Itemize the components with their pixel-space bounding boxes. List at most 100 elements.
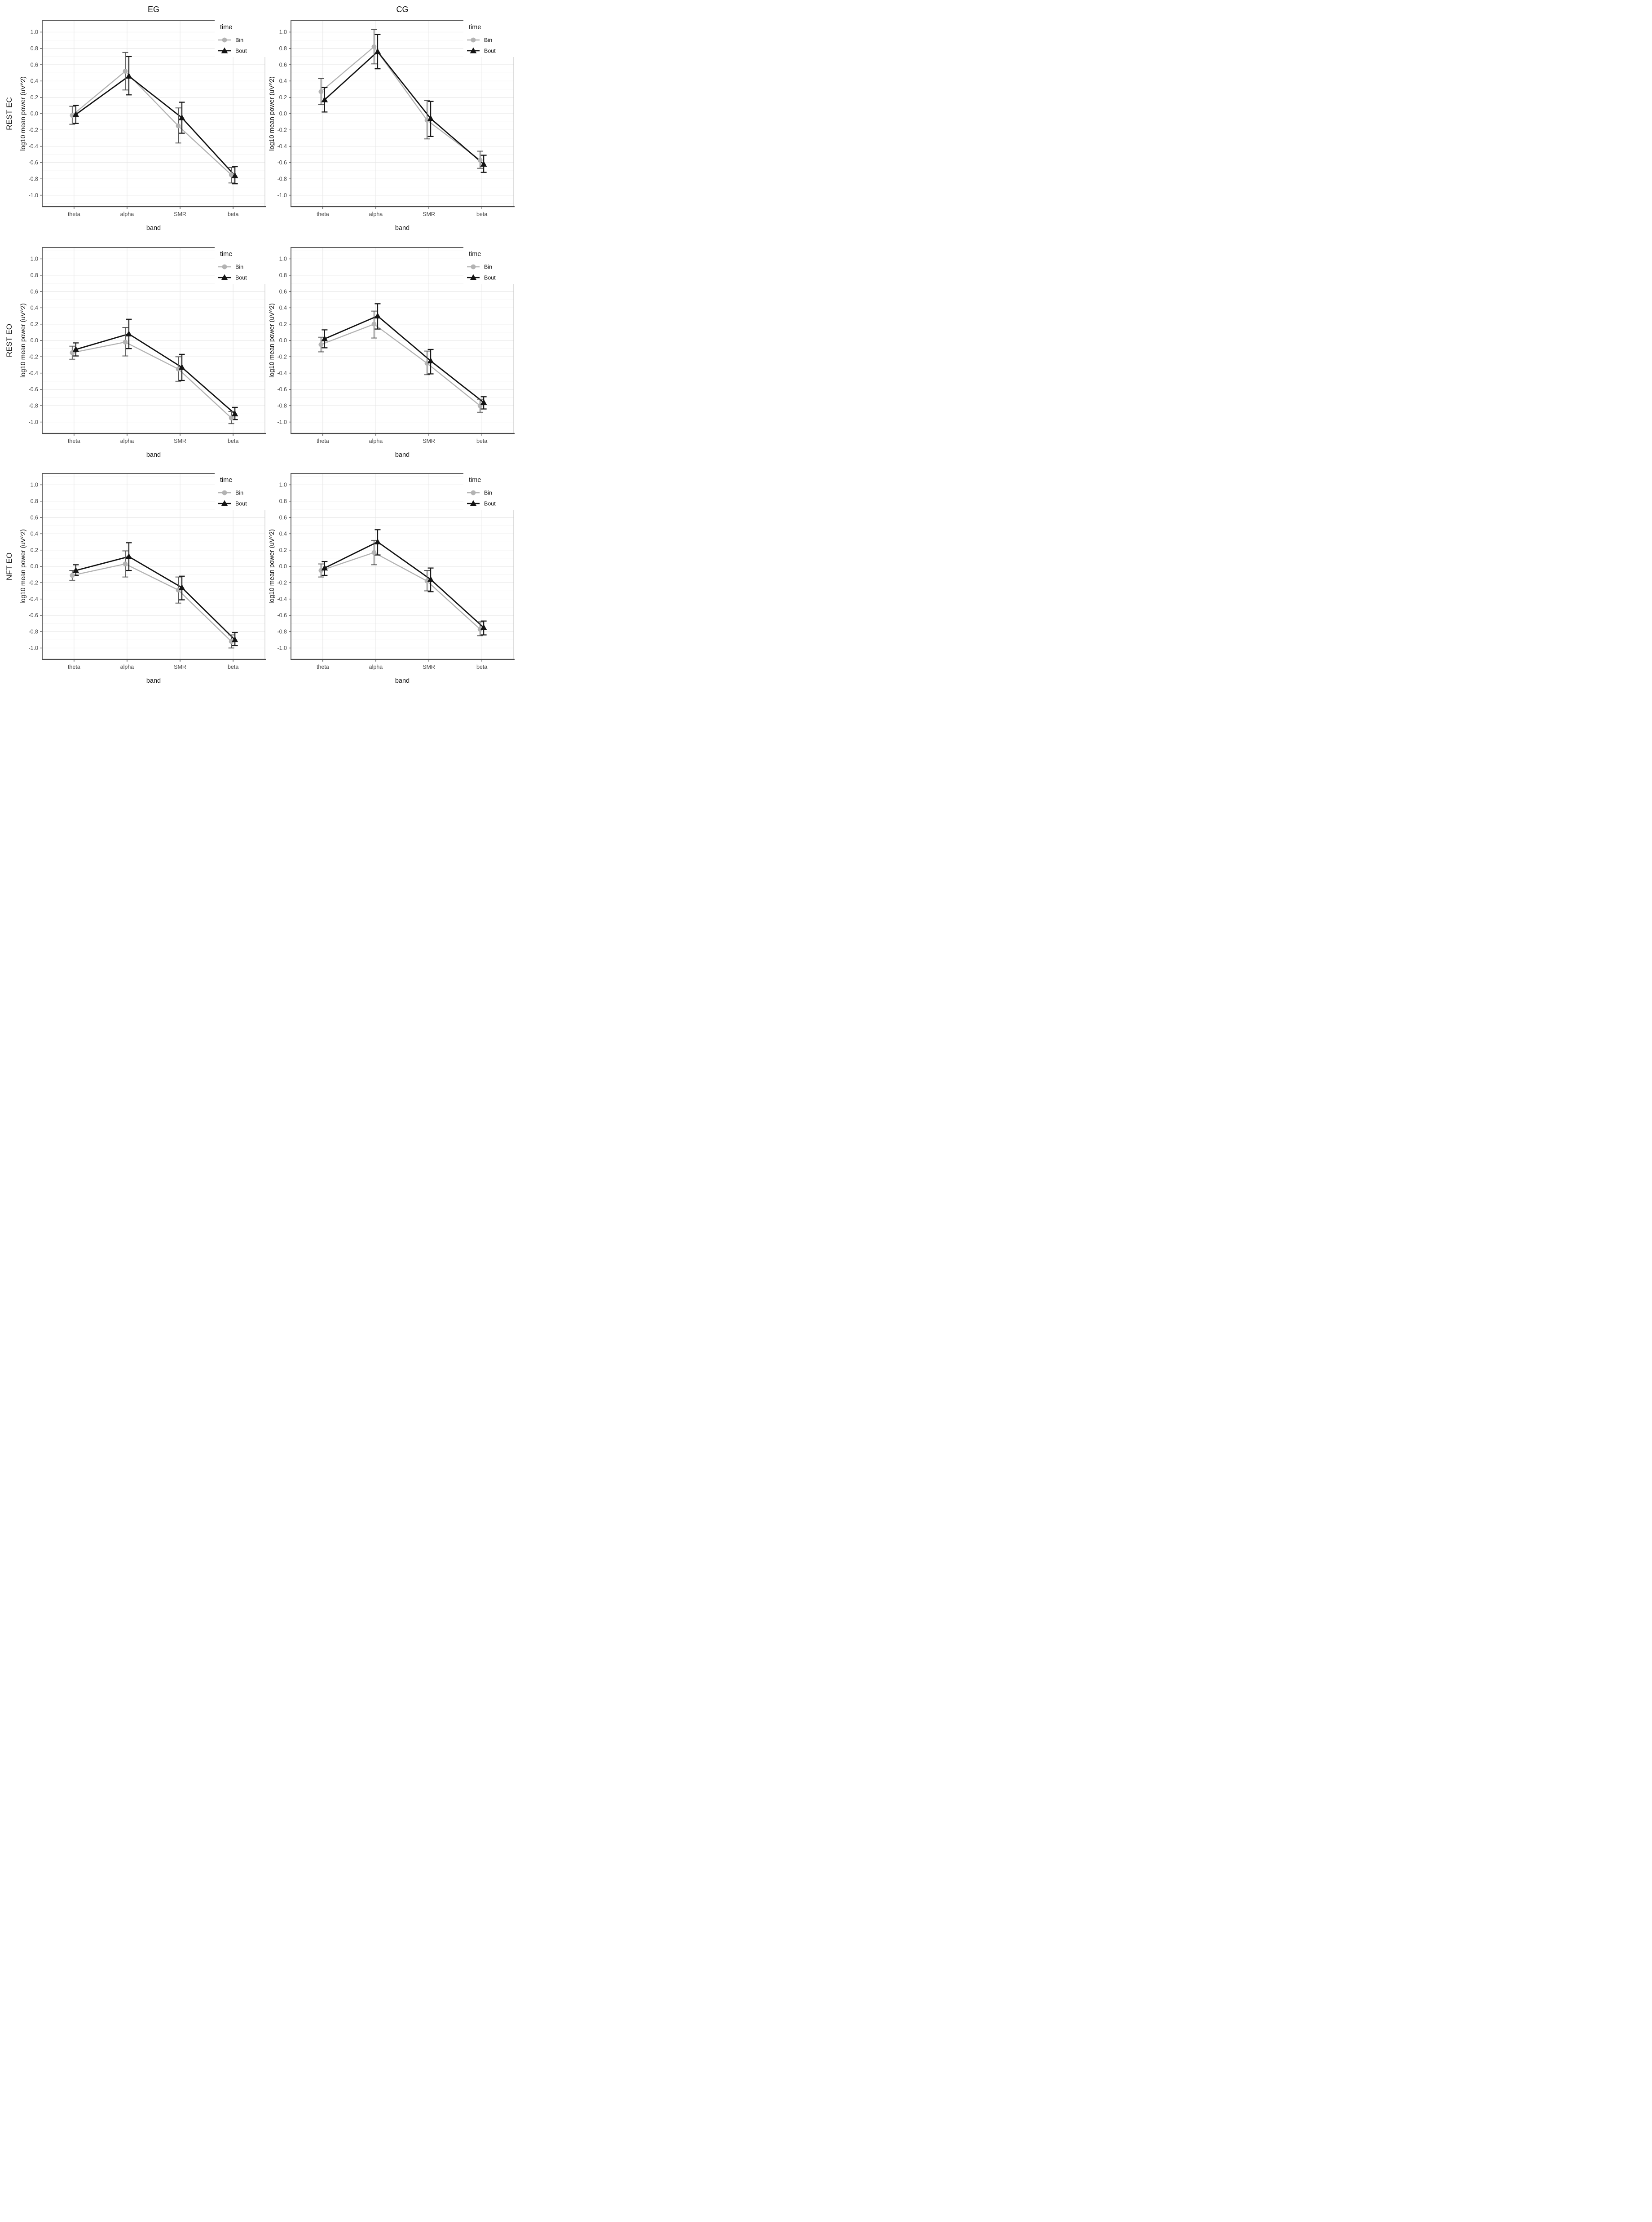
point-bout-alpha — [374, 313, 381, 319]
point-bout-beta — [231, 172, 238, 178]
y-axis-title: log10 mean power (uV^2) — [20, 529, 27, 604]
legend-title: time — [220, 251, 232, 258]
point-bout-SMR — [427, 357, 434, 363]
legend-marker-bout — [470, 47, 477, 53]
x-axis: theta alpha SMR beta — [317, 207, 487, 217]
series-line-bout — [324, 541, 485, 628]
y-tick-label: -0.6 — [28, 159, 38, 166]
y-tick-label: 0.6 — [31, 62, 38, 68]
x-tick-label: SMR — [174, 438, 186, 444]
chart-svg: -1.0 -0.8 -0.6 -0.4 -0.2 0.0 0.2 0.4 0.6 0.8 1.0 th… — [20, 20, 268, 232]
x-axis-title: band — [395, 677, 410, 685]
y-tick-label: -0.8 — [277, 402, 287, 409]
figure: EG CG REST EC REST EO NFT EO -1.0 -0.8 -0.… — [0, 0, 516, 694]
chart-nft-eo-eg: -1.0 -0.8 -0.6 -0.4 -0.2 0.0 0.2 0.4 0.6 0.8 1.0 th… — [19, 471, 268, 693]
point-bin-beta — [229, 415, 234, 420]
x-tick-label: SMR — [174, 664, 186, 670]
series-line-bin — [321, 323, 480, 406]
y-tick-label: -0.2 — [28, 580, 38, 586]
gridlines-major — [42, 247, 265, 433]
y-tick-label: 1.0 — [279, 256, 287, 262]
series-line-bin — [72, 341, 232, 419]
y-tick-label: 0.0 — [279, 337, 287, 344]
y-tick-label: -0.2 — [277, 127, 287, 133]
y-tick-label: -0.6 — [277, 612, 287, 618]
point-bout-theta — [321, 565, 328, 571]
y-tick-label: 1.0 — [31, 29, 38, 35]
legend-label-bin: Bin — [484, 264, 492, 270]
legend-marker-bout — [470, 500, 477, 506]
point-bout-alpha — [374, 539, 381, 545]
x-axis: theta alpha SMR beta — [68, 659, 238, 670]
y-tick-label: 0.0 — [31, 337, 38, 344]
y-tick-label: 0.2 — [31, 321, 38, 327]
x-tick-label: alpha — [369, 664, 383, 670]
row-label-rest-eo: REST EO — [5, 323, 13, 358]
y-tick-label: -0.6 — [277, 386, 287, 393]
series-line-bin — [321, 46, 480, 161]
legend-label-bout: Bout — [235, 501, 247, 507]
legend-title: time — [469, 251, 481, 258]
point-bout-beta — [231, 636, 238, 642]
legend-marker-bin — [222, 264, 227, 269]
y-tick-label: -0.6 — [277, 159, 287, 166]
y-tick-label: 0.0 — [279, 563, 287, 570]
y-tick-label: -0.2 — [277, 580, 287, 586]
legend-label-bout: Bout — [484, 275, 496, 281]
column-title-eg: EG — [147, 5, 159, 14]
y-tick-label: 1.0 — [31, 482, 38, 488]
y-tick-label: -1.0 — [28, 192, 38, 199]
row-label-nft-eo: NFT EO — [5, 552, 13, 581]
x-axis: theta alpha SMR beta — [68, 207, 238, 217]
y-tick-label: 0.4 — [31, 305, 38, 311]
y-tick-label: 0.4 — [279, 531, 287, 537]
gridlines-major — [291, 21, 514, 207]
legend-title: time — [220, 24, 232, 31]
y-tick-label: 0.2 — [31, 94, 38, 101]
y-tick-label: 0.8 — [31, 45, 38, 52]
y-axis: -1.0 -0.8 -0.6 -0.4 -0.2 0.0 0.2 0.4 0.6 0.8 1.0 — [28, 29, 42, 199]
legend-label-bout: Bout — [484, 501, 496, 507]
y-tick-label: -0.6 — [28, 386, 38, 393]
legend-label-bout: Bout — [235, 275, 247, 281]
y-tick-label: 0.8 — [31, 498, 38, 504]
y-axis: -1.0 -0.8 -0.6 -0.4 -0.2 0.0 0.2 0.4 0.6 0.8 1.0 — [28, 482, 42, 651]
point-bout-theta — [321, 335, 328, 341]
point-bin-beta — [229, 639, 234, 644]
y-tick-label: -1.0 — [277, 645, 287, 651]
point-bout-alpha — [125, 553, 132, 559]
y-tick-label: -0.4 — [277, 596, 287, 602]
y-tick-label: 0.2 — [279, 94, 287, 101]
y-axis-title: log10 mean power (uV^2) — [269, 529, 276, 604]
gridlines-major — [42, 21, 265, 207]
x-tick-label: beta — [476, 211, 487, 217]
y-tick-label: 0.8 — [31, 272, 38, 278]
legend-label-bin: Bin — [235, 264, 243, 270]
series-points-bin — [70, 561, 234, 644]
y-axis-title: log10 mean power (uV^2) — [20, 303, 27, 378]
y-tick-label: 0.6 — [279, 514, 287, 521]
point-bout-theta — [72, 567, 79, 573]
chart-nft-eo-cg: -1.0 -0.8 -0.6 -0.4 -0.2 0.0 0.2 0.4 0.6 0.8 1.0 th… — [268, 471, 516, 693]
y-tick-label: 1.0 — [279, 482, 287, 488]
x-tick-label: alpha — [369, 211, 383, 217]
y-axis: -1.0 -0.8 -0.6 -0.4 -0.2 0.0 0.2 0.4 0.6 0.8 1.0 — [277, 256, 291, 425]
x-tick-label: alpha — [120, 438, 134, 444]
point-bin-beta — [477, 158, 483, 163]
y-tick-label: -0.8 — [28, 402, 38, 409]
legend-title: time — [469, 477, 481, 484]
point-bin-SMR — [176, 123, 181, 128]
y-tick-label: -1.0 — [28, 645, 38, 651]
y-tick-label: -1.0 — [28, 419, 38, 425]
y-tick-label: 0.0 — [31, 563, 38, 570]
y-tick-label: -0.6 — [28, 612, 38, 618]
point-bout-SMR — [427, 576, 434, 582]
legend-label-bin: Bin — [484, 490, 492, 496]
point-bin-SMR — [424, 579, 430, 584]
x-tick-label: SMR — [423, 664, 435, 670]
point-bout-SMR — [178, 114, 185, 120]
